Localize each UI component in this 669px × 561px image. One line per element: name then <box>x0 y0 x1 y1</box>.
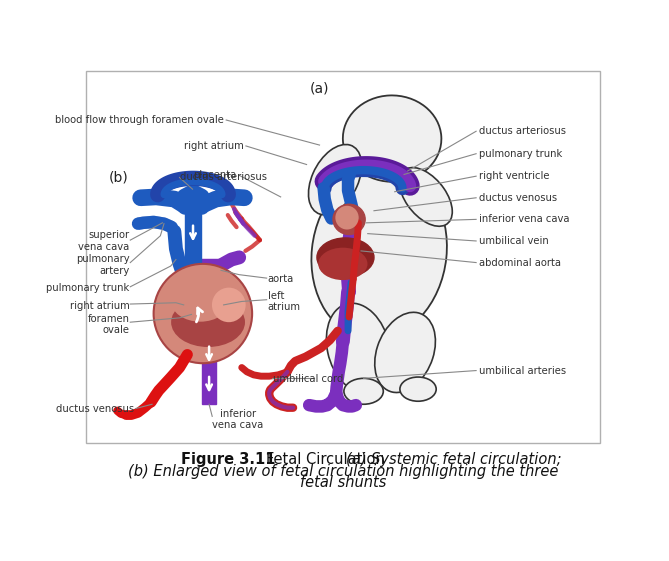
Text: ductus arteriosus: ductus arteriosus <box>179 172 266 182</box>
Bar <box>185 205 201 268</box>
Ellipse shape <box>335 206 359 229</box>
Text: (b): (b) <box>109 171 128 185</box>
Text: umbilical vein: umbilical vein <box>479 236 549 246</box>
Text: right atrium: right atrium <box>183 141 244 151</box>
Text: abdominal aorta: abdominal aorta <box>479 257 561 268</box>
Ellipse shape <box>212 288 246 322</box>
Text: aorta: aorta <box>268 274 294 284</box>
Text: ductus arteriosus: ductus arteriosus <box>479 126 566 136</box>
Ellipse shape <box>333 204 365 234</box>
Ellipse shape <box>171 297 245 347</box>
Ellipse shape <box>154 264 252 363</box>
Text: inferior
vena cava: inferior vena cava <box>212 408 264 430</box>
Text: superior
vena cava: superior vena cava <box>78 230 129 252</box>
Text: Fetal Circulation: Fetal Circulation <box>266 452 389 467</box>
Text: umbilical cord: umbilical cord <box>273 374 343 384</box>
Ellipse shape <box>399 168 452 226</box>
Text: blood flow through foramen ovale: blood flow through foramen ovale <box>55 115 223 125</box>
Text: (b) Enlarged view of fetal circulation highlighting the three: (b) Enlarged view of fetal circulation h… <box>128 464 558 479</box>
Text: ductus venosus: ductus venosus <box>479 193 557 203</box>
Ellipse shape <box>326 303 391 393</box>
Text: ductus venosus: ductus venosus <box>56 404 134 415</box>
Ellipse shape <box>375 312 436 393</box>
Ellipse shape <box>344 378 383 404</box>
Ellipse shape <box>343 95 442 182</box>
Text: right atrium: right atrium <box>70 301 129 311</box>
Text: Figure 3.11: Figure 3.11 <box>181 452 276 467</box>
Ellipse shape <box>171 279 230 321</box>
Text: right ventricle: right ventricle <box>479 171 549 181</box>
FancyBboxPatch shape <box>86 71 599 443</box>
Text: left
atrium: left atrium <box>268 291 300 312</box>
Text: (a) Systemic fetal circulation;: (a) Systemic fetal circulation; <box>347 452 562 467</box>
Ellipse shape <box>317 238 374 277</box>
Text: fetal shunts: fetal shunts <box>300 475 386 490</box>
Text: pulmonary
artery: pulmonary artery <box>76 254 129 275</box>
Text: (a): (a) <box>310 82 329 96</box>
Text: placenta: placenta <box>193 171 237 180</box>
Ellipse shape <box>311 167 447 339</box>
Text: pulmonary trunk: pulmonary trunk <box>46 283 129 293</box>
Text: pulmonary trunk: pulmonary trunk <box>479 149 562 159</box>
Text: umbilical arteries: umbilical arteries <box>479 366 566 375</box>
Ellipse shape <box>308 145 362 215</box>
Text: inferior vena cava: inferior vena cava <box>479 214 569 224</box>
Ellipse shape <box>318 247 367 280</box>
Bar <box>202 268 216 404</box>
Ellipse shape <box>400 377 436 401</box>
Text: foramen
ovale: foramen ovale <box>87 314 129 335</box>
